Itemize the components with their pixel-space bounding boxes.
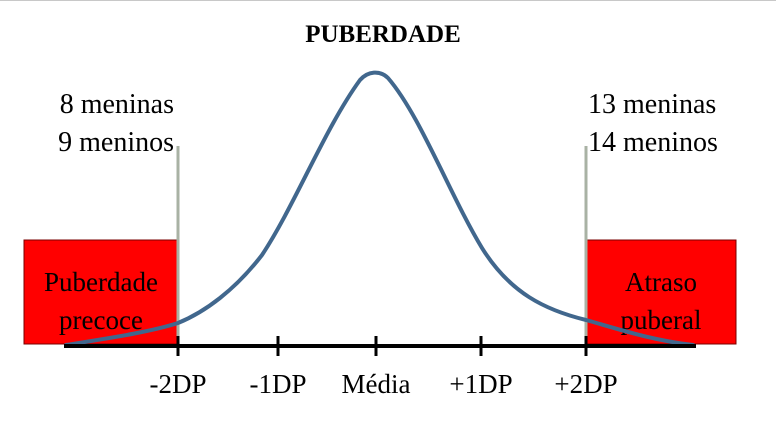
left-count-girls: 8 meninas	[60, 89, 174, 120]
delayed-puberty-label-line2: puberal	[621, 305, 702, 335]
normal-distribution-curve	[64, 70, 695, 347]
tick-label-plus-1sd: +1DP	[449, 369, 512, 399]
right-count-girls: 13 meninas	[588, 89, 716, 120]
left-count-boys: 9 meninos	[58, 127, 174, 158]
tick-label-minus-1sd: -1DP	[249, 369, 306, 399]
precocious-puberty-box	[23, 239, 178, 345]
diagram-title: PUBERDADE	[305, 21, 461, 48]
top-rule	[0, 0, 776, 1]
tick-label-plus-2sd: +2DP	[554, 369, 617, 399]
tick-label-mean: Média	[342, 369, 411, 399]
precocious-puberty-label-line1: Puberdade	[44, 267, 158, 297]
delayed-puberty-label-line1: Atraso	[625, 267, 697, 297]
right-count-boys: 14 meninos	[588, 127, 718, 158]
precocious-puberty-label-line2: precoce	[59, 305, 143, 335]
tick-label-minus-2sd: -2DP	[149, 369, 206, 399]
